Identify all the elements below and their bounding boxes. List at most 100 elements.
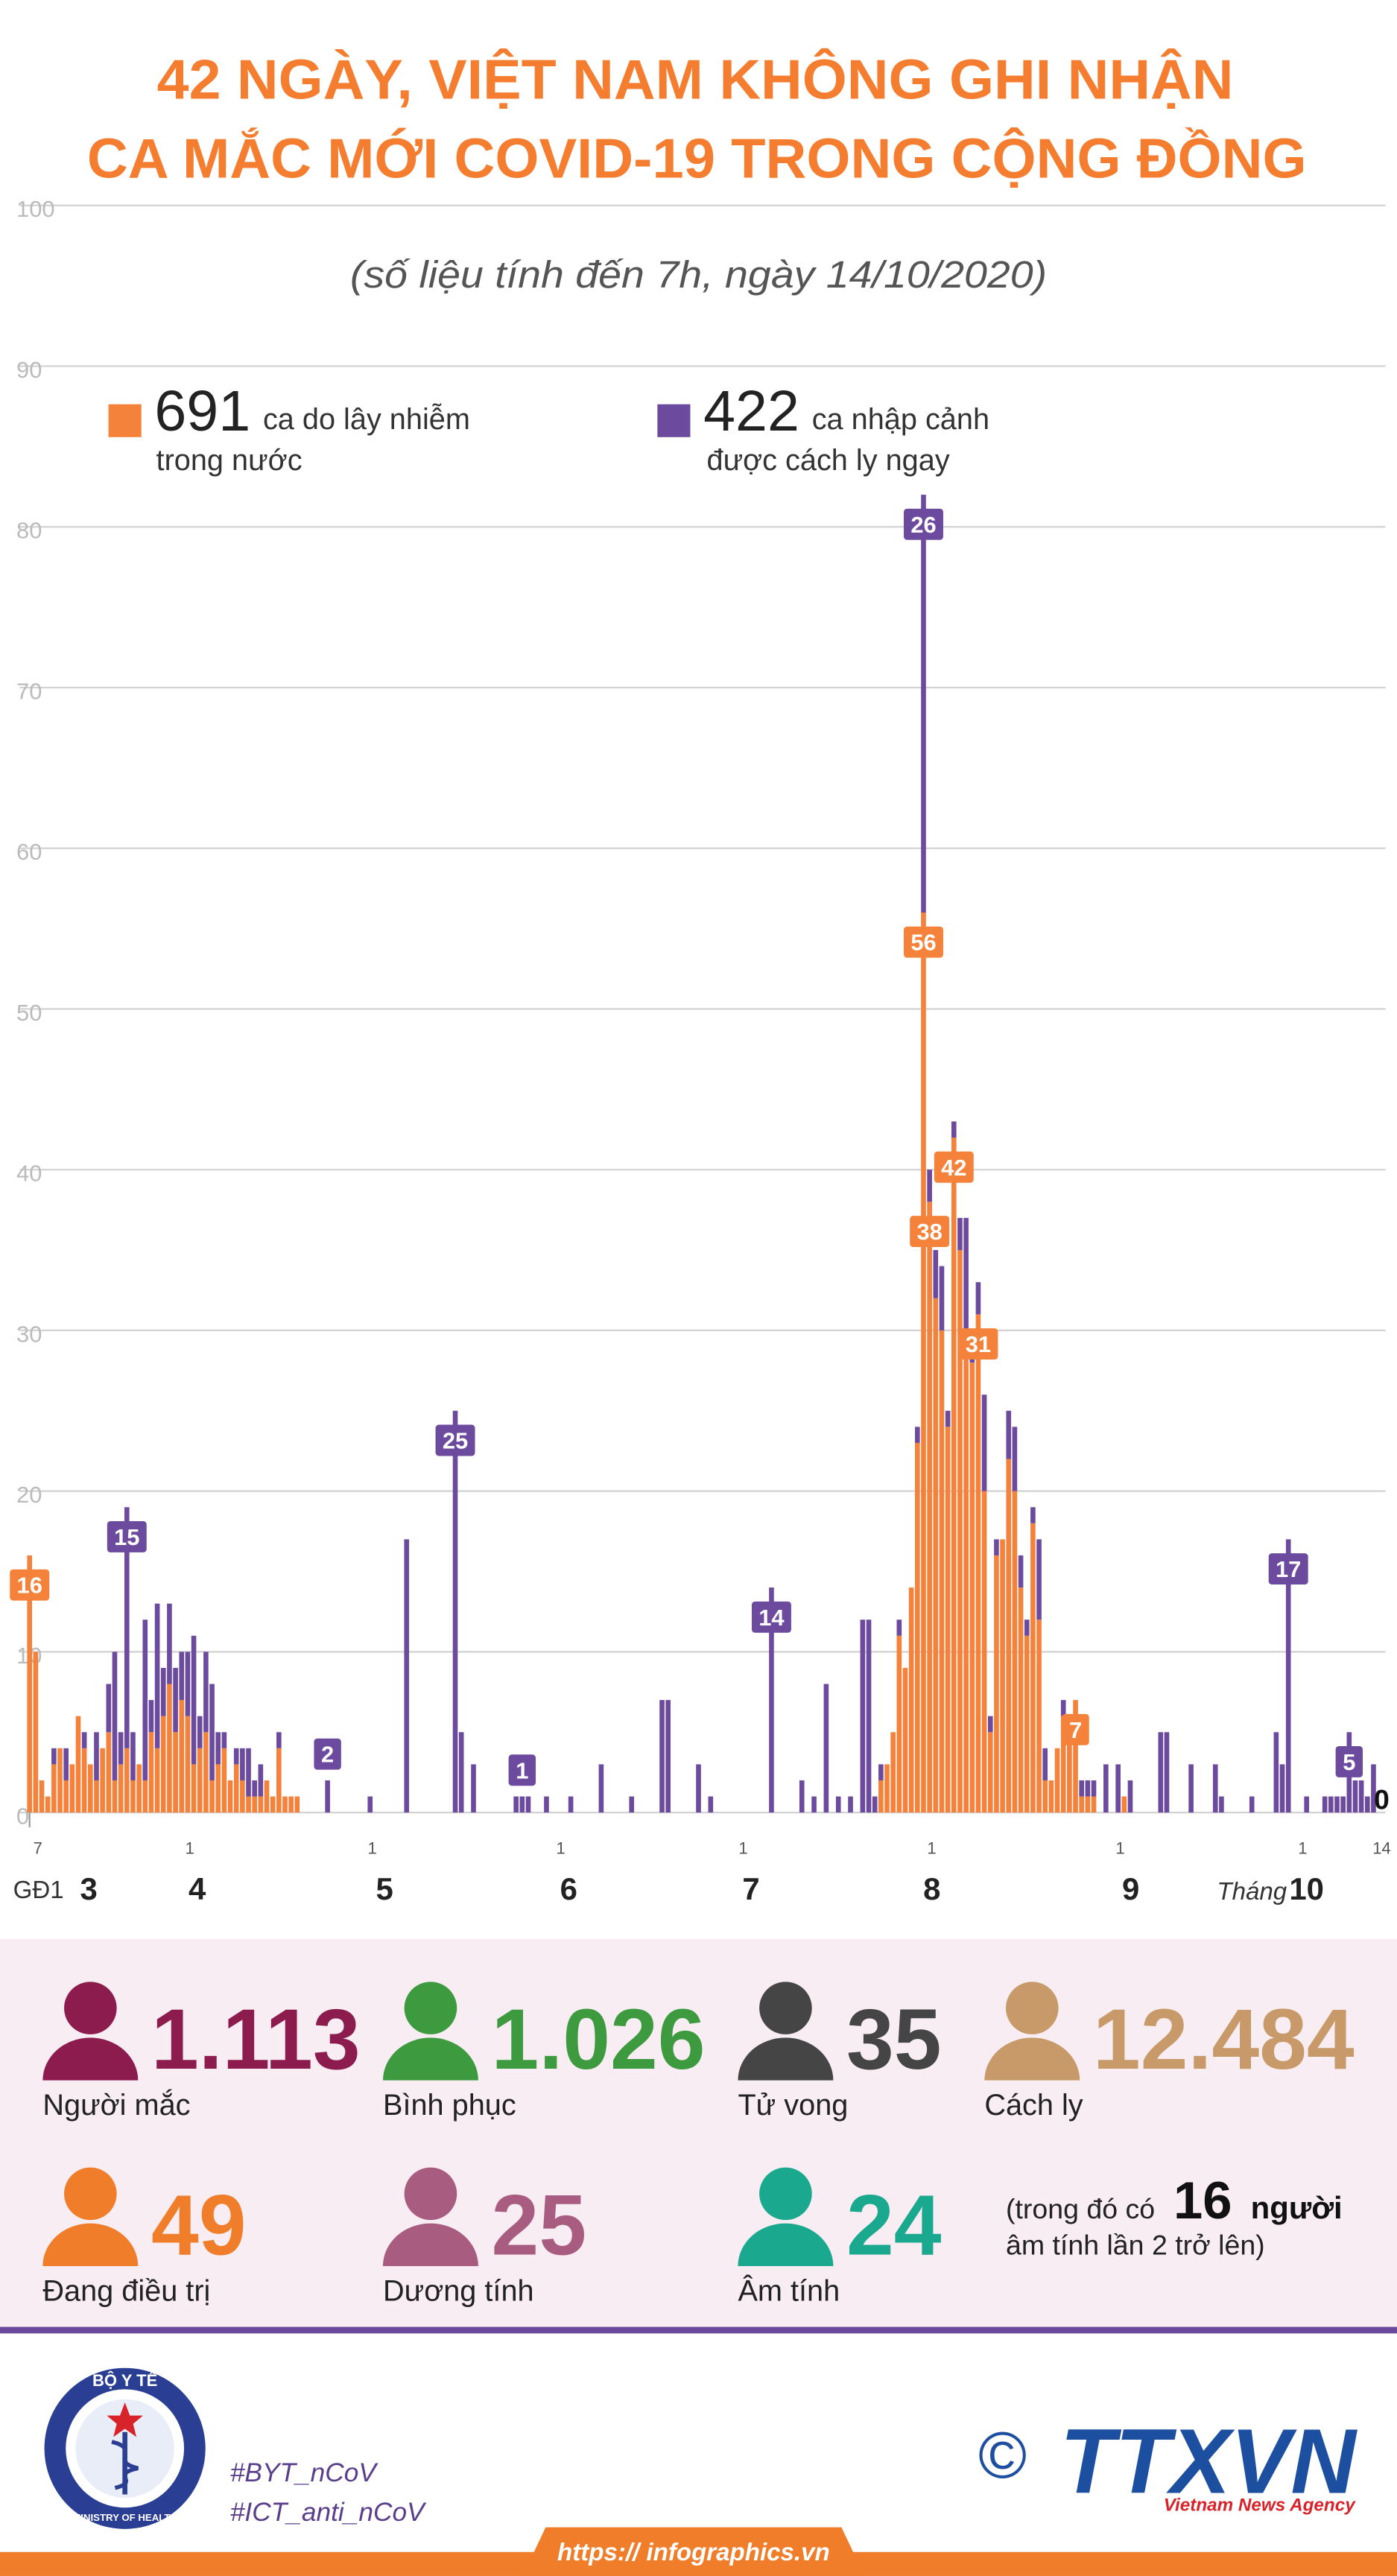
bar-segment	[1024, 1635, 1030, 1813]
bar-segment	[878, 1764, 884, 1780]
note-number: 16	[1173, 2171, 1232, 2230]
bar-segment	[1030, 1507, 1036, 1523]
bar-segment	[1085, 1796, 1091, 1813]
bar-segment	[915, 1427, 920, 1443]
bar-segment	[209, 1780, 215, 1813]
value-label-box	[314, 1738, 341, 1770]
bar-segment	[987, 1716, 993, 1733]
bar-segment	[963, 1330, 969, 1813]
bar-segment	[197, 1716, 203, 1748]
bar-segment	[696, 1764, 701, 1813]
bar-segment	[142, 1780, 148, 1813]
bar-segment	[945, 1410, 951, 1427]
bar-segment	[933, 1298, 939, 1813]
bar-segment	[1127, 1780, 1133, 1813]
bar-segment	[221, 1748, 227, 1813]
bar-segment	[969, 1362, 975, 1813]
bar-segment	[51, 1748, 57, 1765]
bar-segment	[215, 1732, 221, 1765]
person-icon-head	[64, 1982, 117, 2034]
bar-segment	[167, 1684, 172, 1813]
bar-segment	[896, 1635, 902, 1813]
bar-segment	[154, 1748, 160, 1813]
bar-segment	[1328, 1796, 1334, 1813]
bar-segment	[112, 1652, 118, 1780]
legend-total: 422	[703, 379, 799, 443]
bar-segment	[246, 1748, 251, 1797]
bar-segment	[921, 913, 926, 1813]
bar-segment	[1018, 1555, 1024, 1588]
bar-segment	[458, 1732, 464, 1813]
bar-segment	[1018, 1587, 1024, 1813]
y-tick-label: 60	[16, 839, 42, 865]
agency-name: Vietnam News Agency	[1164, 2496, 1356, 2516]
bar-segment	[835, 1796, 841, 1813]
value-label: 1	[516, 1757, 528, 1783]
bar-segment	[404, 1539, 410, 1813]
value-label-box	[934, 1151, 974, 1183]
bar-segment	[160, 1716, 166, 1813]
y-tick-label: 30	[16, 1321, 42, 1347]
value-label: 15	[114, 1524, 139, 1550]
bar-segment	[142, 1619, 148, 1780]
value-label: 7	[1069, 1717, 1082, 1743]
bar-segment	[1121, 1796, 1127, 1813]
bar-segment	[1079, 1796, 1084, 1813]
bar-segment	[1103, 1764, 1109, 1813]
value-label: 31	[966, 1331, 991, 1357]
hashtag: #ICT_anti_nCoV	[230, 2498, 427, 2527]
bar-segment	[1371, 1764, 1376, 1813]
bar-segment	[994, 1555, 999, 1813]
bar-segment	[258, 1796, 264, 1813]
bar-segment	[1085, 1780, 1091, 1797]
bar-segment	[100, 1748, 105, 1813]
value-label-box	[958, 1328, 998, 1360]
bar-segment	[708, 1796, 714, 1813]
bar-segment	[1219, 1796, 1224, 1813]
bar-segment	[160, 1667, 166, 1716]
legend-label: được cách ly ngay	[707, 444, 950, 477]
bar-segment	[106, 1684, 112, 1733]
x-tick-label: 1	[186, 1839, 194, 1857]
stat-label: Tử vong	[738, 2089, 848, 2122]
bar-segment	[896, 1619, 902, 1636]
logo-snake	[111, 2440, 139, 2490]
bar-segment	[233, 1748, 239, 1765]
bar-segment	[209, 1684, 215, 1780]
value-label: 14	[758, 1605, 784, 1631]
bar-segment	[118, 1764, 124, 1813]
bar-segment	[124, 1748, 130, 1813]
logo-text: MINISTRY OF HEALTH	[72, 2512, 177, 2523]
bar-segment	[823, 1684, 829, 1813]
bar-segment	[878, 1780, 884, 1813]
bar-segment	[215, 1764, 221, 1813]
stat-label: Đang điều trị	[42, 2274, 210, 2307]
bar-segment	[1364, 1796, 1370, 1813]
bar-segment	[94, 1732, 99, 1780]
title-line: CA MẮC MỚI COVID-19 TRONG CỘNG ĐỒNG	[87, 127, 1307, 189]
agency-logo: TTXVN	[1060, 2410, 1358, 2513]
bar-segment	[75, 1716, 81, 1813]
y-tick-label: 20	[16, 1482, 42, 1508]
bar-segment	[1024, 1619, 1030, 1636]
bar-segment	[233, 1764, 239, 1813]
value-label-box	[1335, 1746, 1363, 1777]
y-tick-label: 40	[16, 1161, 42, 1187]
bar-segment	[252, 1780, 257, 1797]
bar-segment	[927, 1202, 932, 1813]
bar-segment	[921, 495, 926, 913]
footer-url: https:// infographics.vn	[557, 2539, 830, 2566]
value-label: 0	[1374, 1784, 1390, 1815]
value-label: 17	[1276, 1556, 1301, 1582]
bar-segment	[1054, 1748, 1060, 1813]
bar-segment	[191, 1764, 197, 1813]
bar-segment	[1115, 1764, 1121, 1813]
x-tick-label: 1	[367, 1839, 376, 1857]
y-tick-label: 70	[16, 678, 42, 704]
title-line: 42 NGÀY, VIỆT NAM KHÔNG GHI NHẬN	[157, 48, 1234, 110]
bar-segment	[1012, 1491, 1018, 1813]
y-tick-label: 0	[16, 1803, 29, 1830]
x-tick-label: 1	[1298, 1839, 1307, 1857]
